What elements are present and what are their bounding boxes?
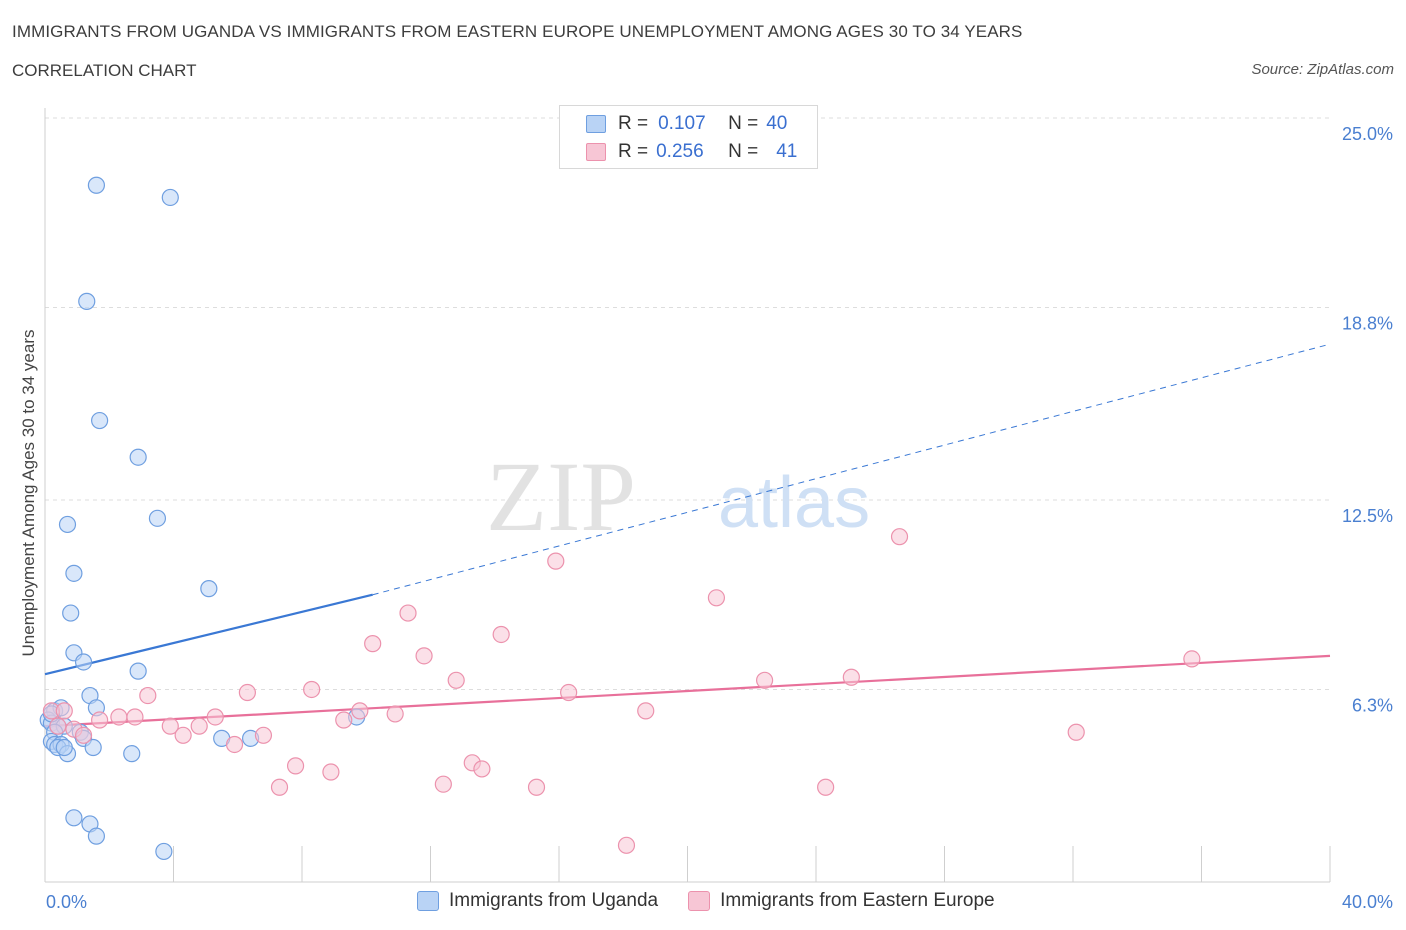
- point-eeurope[interactable]: [842, 668, 860, 686]
- legend-r-label-uganda: R =: [618, 113, 649, 134]
- correlation-legend: R = 0.107 N = 40 R = 0.256 N = 41: [559, 105, 818, 169]
- point-eeurope[interactable]: [386, 705, 404, 723]
- point-eeurope[interactable]: [527, 778, 546, 796]
- point-uganda[interactable]: [84, 738, 102, 757]
- y-tick-label: 25.0%: [1342, 124, 1393, 144]
- point-uganda[interactable]: [129, 448, 147, 466]
- point-uganda[interactable]: [87, 176, 106, 194]
- point-eeurope[interactable]: [351, 702, 369, 720]
- series-legend-swatch-eeurope: [688, 891, 711, 911]
- point-uganda[interactable]: [62, 604, 80, 622]
- point-eeurope[interactable]: [473, 760, 491, 778]
- point-eeurope[interactable]: [206, 708, 224, 726]
- legend-r-value-eeurope: 0.256: [656, 141, 704, 162]
- point-eeurope[interactable]: [238, 683, 256, 702]
- x-tick-max: 40.0%: [1342, 892, 1393, 912]
- point-eeurope[interactable]: [707, 589, 726, 607]
- point-eeurope[interactable]: [161, 717, 179, 735]
- point-uganda[interactable]: [129, 662, 147, 680]
- point-eeurope[interactable]: [322, 763, 340, 781]
- point-uganda[interactable]: [65, 809, 83, 827]
- series-legend-uganda[interactable]: Immigrants from Uganda: [417, 890, 658, 912]
- grid-layer: [45, 117, 1330, 690]
- chart-subtitle: CORRELATION CHART: [12, 61, 197, 80]
- point-eeurope[interactable]: [1067, 723, 1085, 741]
- point-eeurope[interactable]: [174, 726, 192, 744]
- point-eeurope[interactable]: [890, 528, 909, 546]
- series-legend-eeurope[interactable]: Immigrants from Eastern Europe: [688, 890, 995, 912]
- series-legend-label-eeurope: Immigrants from Eastern Europe: [720, 890, 995, 911]
- y-axis-label: Unemployment Among Ages 30 to 34 years: [19, 330, 38, 657]
- legend-n-value-uganda: 40: [766, 113, 788, 134]
- y-tick-label: 12.5%: [1342, 506, 1393, 526]
- point-eeurope[interactable]: [755, 671, 774, 689]
- point-uganda[interactable]: [58, 515, 77, 534]
- point-uganda[interactable]: [74, 653, 93, 671]
- legend-row-eeurope: R = 0.256 N = 41: [586, 141, 797, 163]
- point-eeurope[interactable]: [617, 836, 636, 854]
- source-label: Source: ZipAtlas.com: [1251, 61, 1394, 78]
- point-eeurope[interactable]: [303, 680, 321, 699]
- point-eeurope[interactable]: [415, 647, 433, 665]
- point-eeurope[interactable]: [364, 635, 382, 653]
- series-legend: Immigrants from Uganda Immigrants from E…: [417, 890, 1025, 912]
- point-uganda[interactable]: [123, 745, 141, 763]
- trend-line-eeurope: [44, 654, 1331, 728]
- legend-row-uganda: R = 0.107 N = 40: [586, 113, 787, 135]
- legend-n-label-eeurope: N =: [728, 141, 759, 162]
- point-eeurope[interactable]: [225, 735, 244, 754]
- point-eeurope[interactable]: [55, 702, 73, 720]
- point-eeurope[interactable]: [286, 757, 305, 775]
- legend-n-label-uganda: N =: [728, 113, 759, 134]
- watermark-atlas: atlas: [718, 463, 870, 543]
- point-eeurope[interactable]: [139, 686, 157, 705]
- legend-n-value-eeurope: 41: [776, 141, 798, 162]
- legend-swatch-eeurope: [586, 143, 606, 161]
- point-eeurope[interactable]: [817, 778, 835, 796]
- point-eeurope[interactable]: [49, 717, 67, 735]
- y-tick-label: 6.3%: [1352, 695, 1393, 715]
- point-eeurope[interactable]: [492, 625, 510, 644]
- point-eeurope[interactable]: [74, 726, 93, 744]
- x-tick-min: 0.0%: [46, 892, 87, 912]
- legend-r-value-uganda: 0.107: [658, 113, 706, 134]
- point-eeurope[interactable]: [335, 711, 353, 729]
- series-legend-swatch-uganda: [417, 891, 439, 911]
- point-uganda[interactable]: [55, 738, 73, 757]
- point-eeurope[interactable]: [547, 552, 565, 570]
- point-uganda[interactable]: [161, 188, 179, 207]
- point-uganda[interactable]: [91, 411, 109, 430]
- points-layer: [39, 176, 1201, 861]
- point-uganda[interactable]: [148, 509, 167, 527]
- y-tick-label: 18.8%: [1342, 313, 1393, 333]
- legend-swatch-uganda: [586, 115, 606, 133]
- point-uganda[interactable]: [78, 292, 96, 310]
- point-eeurope[interactable]: [447, 671, 465, 689]
- point-uganda[interactable]: [65, 564, 83, 582]
- point-eeurope[interactable]: [254, 726, 273, 744]
- point-eeurope[interactable]: [560, 683, 578, 702]
- trend-layer: [44, 343, 1331, 728]
- legend-r-label-eeurope: R =: [618, 141, 649, 162]
- axis-layer: 6.3% 12.5% 18.8% 25.0%: [44, 108, 1393, 883]
- point-uganda[interactable]: [87, 827, 106, 845]
- watermark: ZIP atlas: [486, 441, 870, 552]
- point-eeurope[interactable]: [110, 708, 128, 726]
- point-uganda[interactable]: [155, 842, 173, 861]
- watermark-zip: ZIP: [486, 441, 636, 552]
- point-eeurope[interactable]: [399, 604, 417, 622]
- point-uganda[interactable]: [200, 580, 218, 598]
- chart-title: IMMIGRANTS FROM UGANDA VS IMMIGRANTS FRO…: [12, 22, 1023, 41]
- point-eeurope[interactable]: [126, 708, 144, 726]
- point-eeurope[interactable]: [270, 778, 289, 796]
- series-legend-label-uganda: Immigrants from Uganda: [449, 890, 659, 911]
- point-eeurope[interactable]: [637, 702, 655, 720]
- trend-line-uganda: [44, 593, 373, 676]
- point-eeurope[interactable]: [1183, 650, 1201, 668]
- point-eeurope[interactable]: [434, 775, 452, 793]
- point-eeurope[interactable]: [190, 717, 208, 735]
- point-eeurope[interactable]: [91, 711, 109, 729]
